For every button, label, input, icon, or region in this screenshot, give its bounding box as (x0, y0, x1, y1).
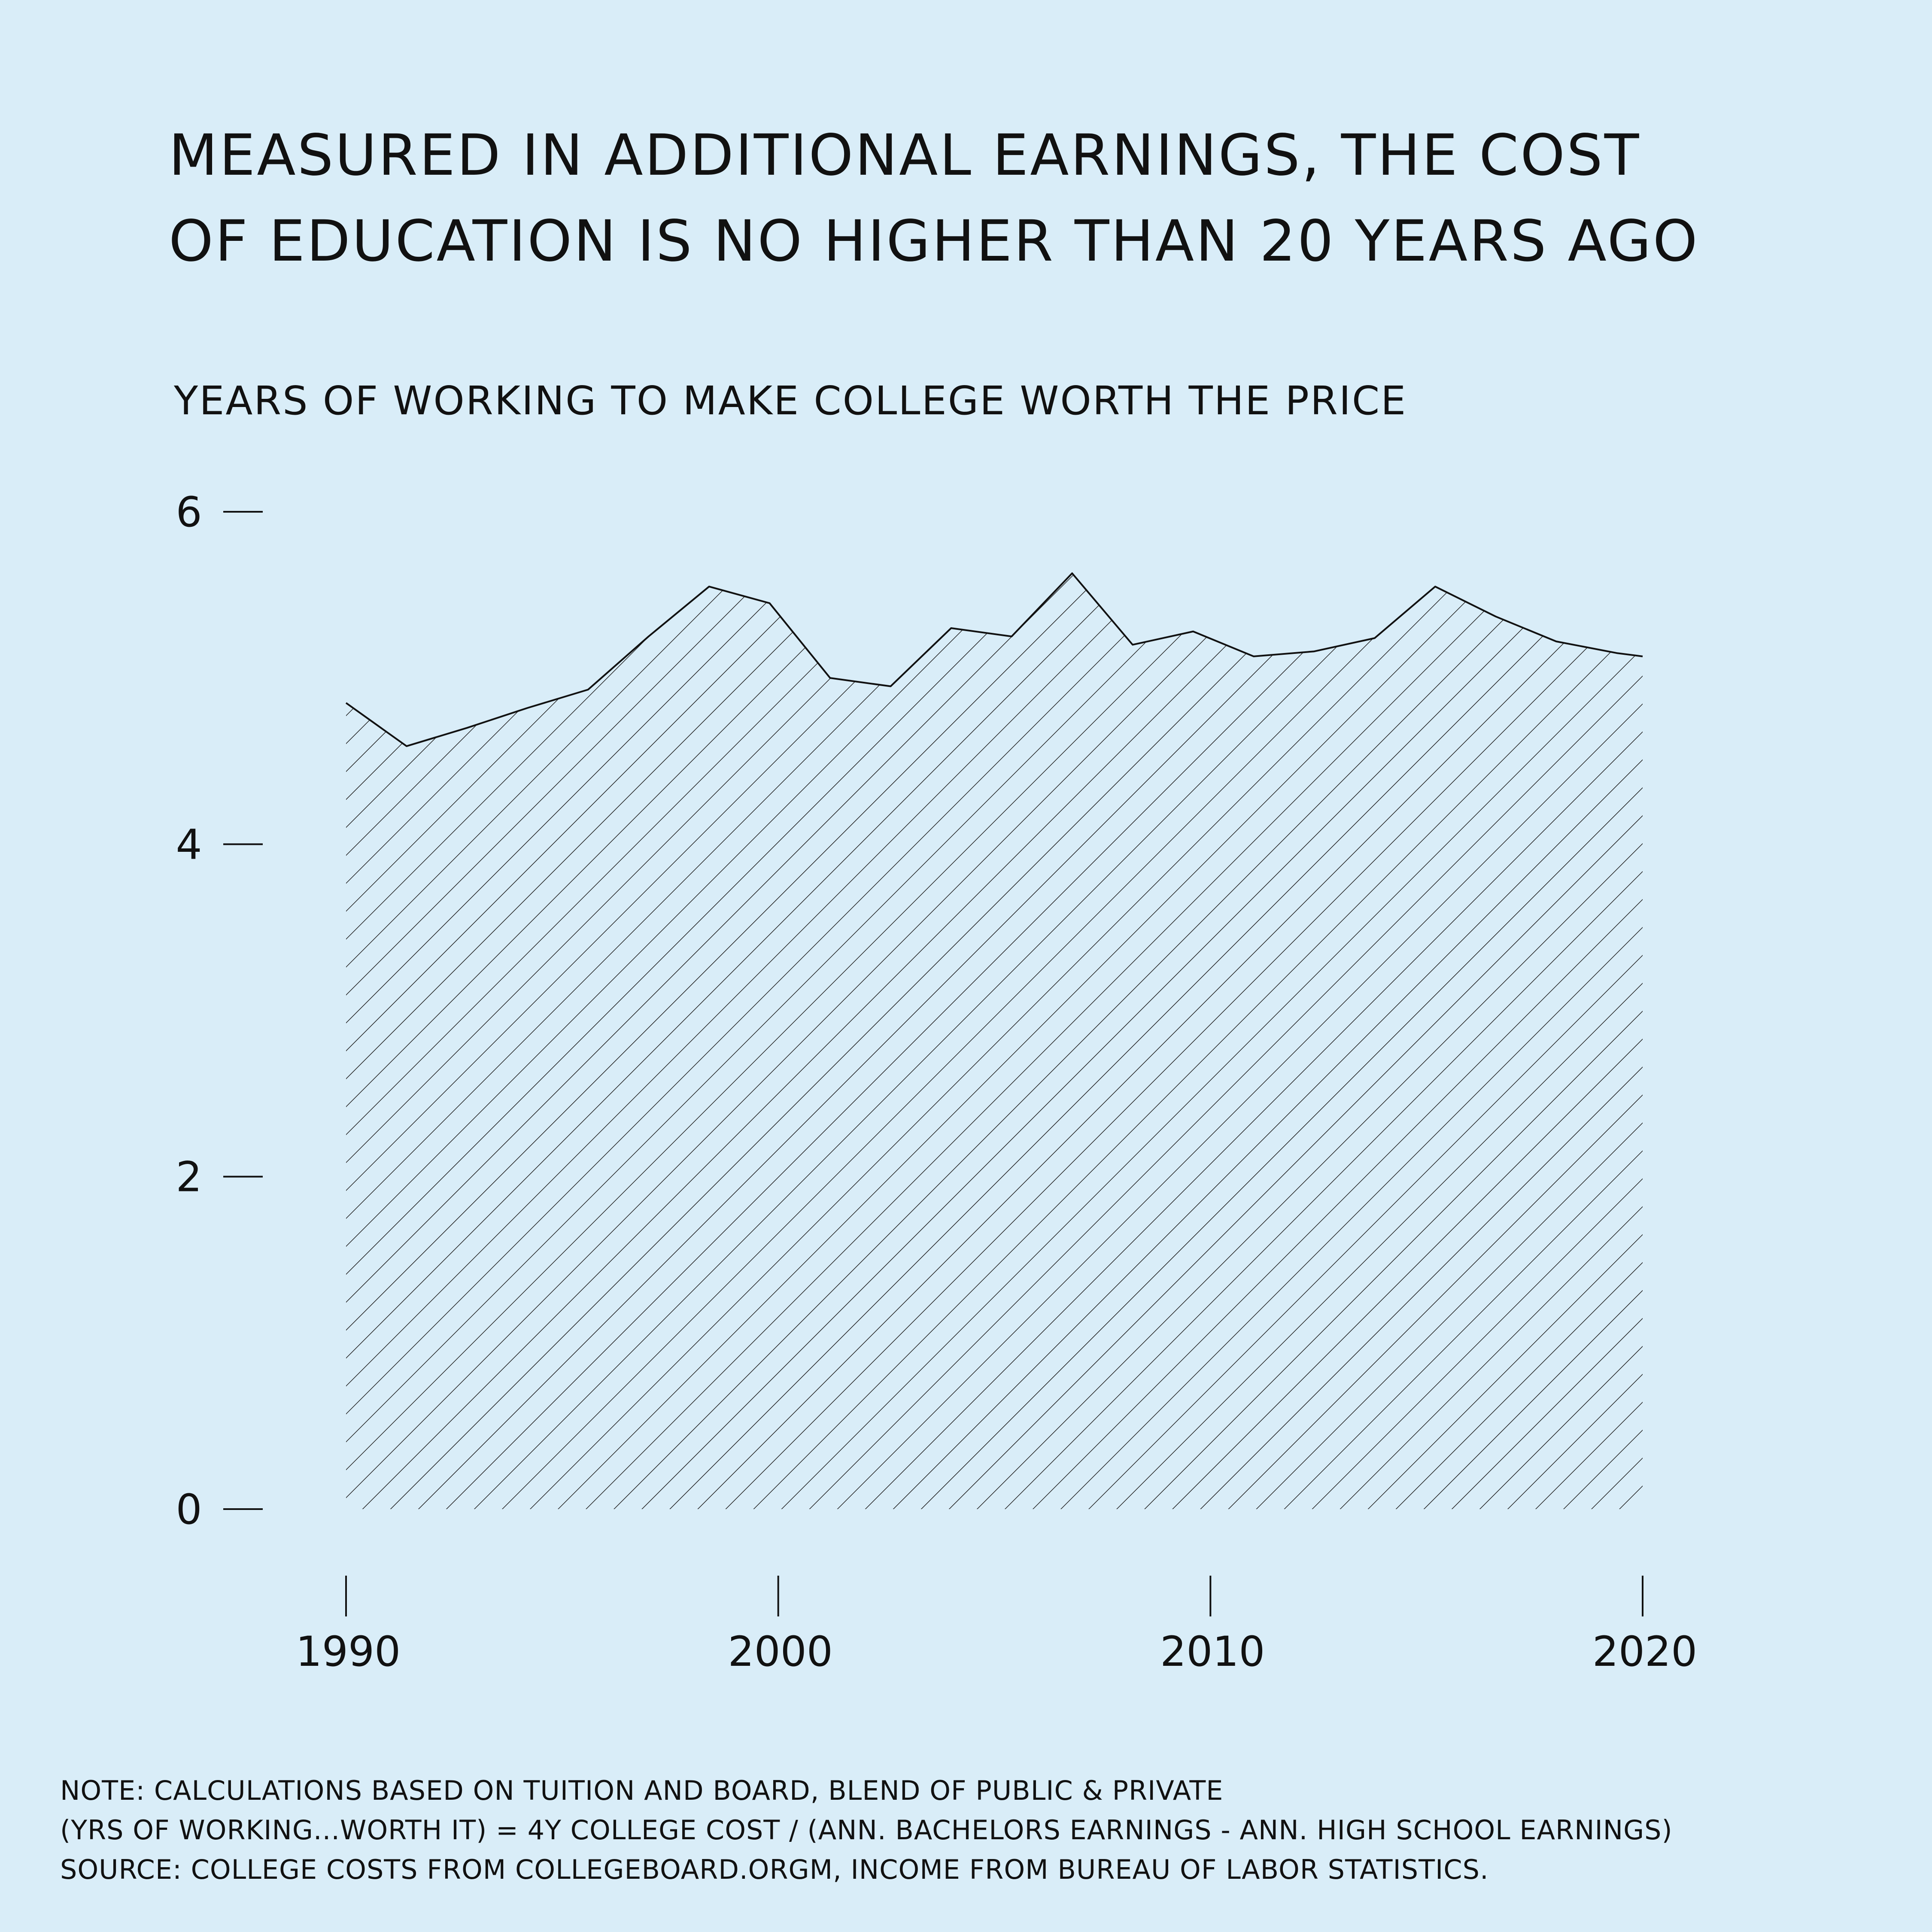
source-line: SOURCE: COLLEGE COSTS FROM COLLEGEBOARD.… (60, 1854, 1489, 1885)
series-layer (345, 572, 1644, 1509)
y-tick-label: 4 (176, 820, 202, 869)
data-point (1252, 655, 1255, 658)
data-point (1555, 640, 1558, 643)
data-point (1641, 655, 1644, 658)
x-tick-label: 2000 (728, 1628, 833, 1676)
data-point (1010, 635, 1013, 638)
data-point (647, 635, 650, 638)
chart-y-axis-label: YEARS OF WORKING TO MAKE COLLEGE WORTH T… (174, 378, 1407, 424)
data-point (1313, 650, 1315, 653)
data-point (1495, 615, 1497, 618)
data-point (829, 677, 831, 679)
y-tick-label: 0 (176, 1485, 202, 1534)
data-point (1131, 644, 1134, 646)
x-tick-label: 2020 (1592, 1628, 1697, 1676)
data-point (405, 745, 408, 747)
chart-footnotes: NOTE: CALCULATIONS BASED ON TUITION AND … (60, 1771, 1673, 1889)
data-point (1616, 652, 1618, 654)
x-tick-label: 2010 (1160, 1628, 1265, 1676)
chart-title-line-2: OF EDUCATION IS NO HIGHER THAN 20 YEARS … (169, 208, 1699, 274)
data-point (708, 585, 711, 588)
data-point (345, 702, 347, 704)
y-tick-label: 6 (176, 488, 202, 536)
series-line (345, 572, 1643, 747)
y-tick-label: 2 (176, 1153, 202, 1201)
data-point (889, 685, 892, 688)
data-point (587, 688, 589, 691)
data-point (1192, 630, 1194, 633)
formula-line: (YRS OF WORKING...WORTH IT) = 4Y COLLEGE… (60, 1814, 1673, 1846)
x-tick-label: 1990 (296, 1628, 401, 1676)
x-axis: 1990 2000 2010 2020 (296, 1576, 1697, 1676)
data-point (950, 627, 952, 629)
y-axis: 0 2 4 6 (176, 488, 263, 1534)
chart-title-line-1: MEASURED IN ADDITIONAL EARNINGS, THE COS… (169, 122, 1641, 188)
note-line: NOTE: CALCULATIONS BASED ON TUITION AND … (60, 1775, 1224, 1806)
area-fill (346, 573, 1643, 1509)
data-point (1434, 585, 1437, 588)
data-point (769, 602, 771, 605)
data-point (1071, 572, 1073, 574)
data-point (1373, 637, 1376, 639)
chart-title: MEASURED IN ADDITIONAL EARNINGS, THE COS… (169, 112, 1699, 284)
data-point (526, 707, 529, 709)
data-point (466, 726, 468, 729)
